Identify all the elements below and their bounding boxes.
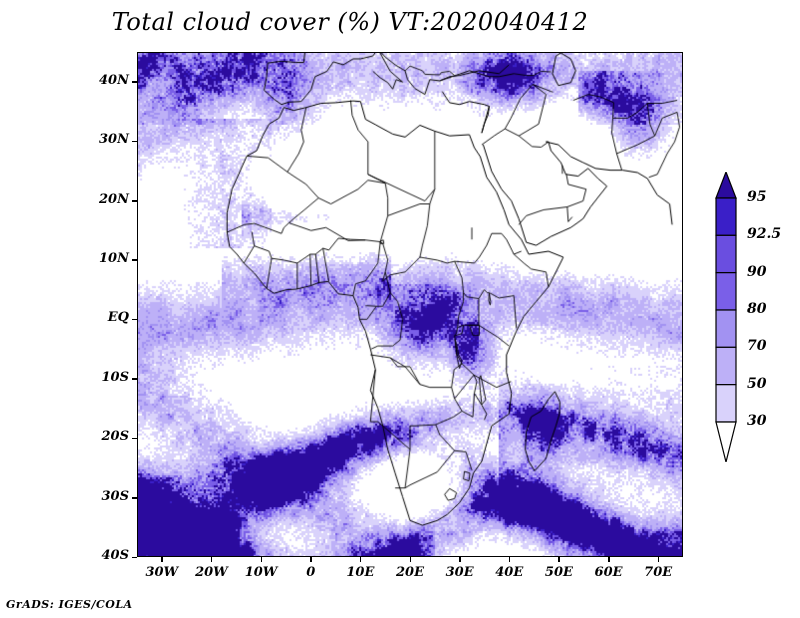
lat-tick-label: 40N [99, 72, 129, 88]
chart-title: Total cloud cover (%) VT:2020040412 [111, 8, 589, 36]
colorbar-band [715, 234, 737, 274]
lon-tick-label: 0 [306, 565, 316, 580]
lon-tick-label: 40E [495, 565, 524, 580]
credit-text: GrADS: IGES/COLA [6, 598, 133, 611]
lon-tick-label: 30E [445, 565, 474, 580]
lon-tick-label: 60E [594, 565, 623, 580]
lon-tick [310, 557, 312, 562]
lat-tick [132, 556, 137, 558]
lat-tick [132, 81, 137, 83]
lat-tick [132, 378, 137, 380]
cloud-cover-raster [138, 53, 682, 556]
lon-tick [459, 557, 461, 562]
lon-tick-label: 20E [396, 565, 424, 580]
colorbar-swatches [715, 172, 737, 462]
lat-tick-label: 20S [101, 429, 129, 445]
lon-tick-label: 70E [644, 565, 673, 580]
colorbar-label: 30 [747, 413, 767, 429]
map-plot-area [137, 52, 683, 557]
colorbar-label: 80 [747, 301, 767, 317]
lon-tick [210, 557, 213, 562]
lat-tick-label: 30N [99, 132, 129, 148]
lat-tick-label: 40S [101, 548, 129, 563]
colorbar-band [715, 197, 737, 236]
lat-tick-label: EQ [107, 310, 129, 326]
lon-tick [260, 557, 263, 562]
lat-tick [132, 200, 137, 202]
colorbar-legend: 95 92.5 90 80 70 50 30 [711, 172, 791, 462]
lat-tick-label: 20N [99, 191, 129, 207]
colorbar-band [715, 346, 737, 386]
lat-tick-label: 30S [101, 488, 129, 504]
lat-tick [132, 140, 137, 143]
lon-tick [558, 557, 560, 562]
lon-tick [409, 557, 411, 562]
lon-tick-label: 10E [346, 565, 375, 580]
colorbar-label: 95 [747, 189, 767, 205]
lat-tick-label: 10S [101, 369, 129, 385]
lat-tick [132, 318, 137, 321]
colorbar-band [715, 384, 737, 423]
lon-tick [359, 557, 362, 562]
lon-tick [161, 557, 163, 562]
lat-tick [132, 437, 137, 440]
lon-tick-label: 50E [544, 565, 573, 580]
lon-tick [508, 557, 511, 562]
colorbar-band [715, 272, 737, 311]
lon-tick [657, 557, 660, 562]
lat-tick [132, 259, 137, 261]
colorbar-bottom-arrow [715, 421, 737, 462]
colorbar-label: 50 [747, 375, 767, 392]
colorbar-label: 70 [747, 338, 767, 355]
lon-tick [608, 557, 610, 562]
lon-tick-label: 20W [195, 565, 228, 580]
colorbar-label: 92.5 [747, 226, 782, 243]
colorbar-band [715, 309, 737, 348]
lat-tick [132, 497, 137, 499]
lon-tick-label: 30W [145, 565, 179, 580]
colorbar-top-arrow [715, 172, 737, 199]
colorbar-label: 90 [747, 263, 767, 280]
lon-tick-label: 10W [244, 565, 278, 580]
lat-tick-label: 10N [99, 250, 129, 266]
